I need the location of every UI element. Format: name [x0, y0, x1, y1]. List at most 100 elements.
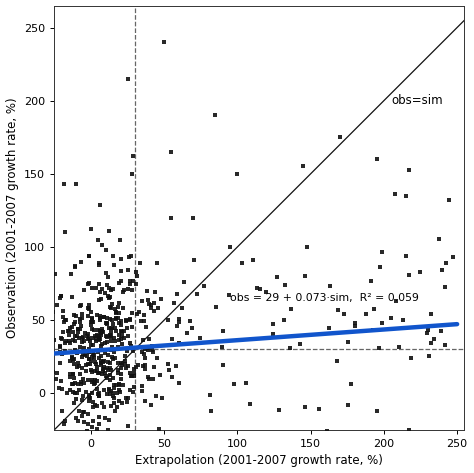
- Point: [71, 355, 78, 363]
- Point: [441, 283, 449, 291]
- Point: [112, 315, 119, 323]
- Point: [145, 347, 152, 354]
- Point: [118, 361, 126, 369]
- Point: [44, 294, 52, 302]
- Point: [70, 360, 77, 368]
- Point: [151, 288, 159, 296]
- Point: [300, 163, 307, 170]
- Point: [387, 315, 394, 322]
- Point: [79, 338, 86, 345]
- Point: [367, 278, 374, 285]
- Point: [128, 309, 136, 316]
- Point: [84, 331, 91, 338]
- Point: [56, 295, 64, 302]
- Point: [115, 299, 123, 307]
- Point: [399, 316, 407, 324]
- Point: [112, 309, 119, 316]
- Point: [100, 363, 108, 370]
- Point: [76, 315, 84, 323]
- Point: [43, 282, 50, 290]
- Point: [127, 316, 134, 324]
- Point: [129, 347, 137, 355]
- Point: [168, 214, 175, 221]
- Point: [79, 392, 87, 399]
- Point: [344, 339, 352, 346]
- Point: [58, 335, 66, 343]
- Point: [371, 305, 378, 313]
- Point: [63, 389, 71, 397]
- Point: [86, 432, 94, 440]
- Point: [55, 384, 63, 392]
- Point: [128, 344, 135, 351]
- Point: [78, 315, 85, 322]
- Point: [88, 423, 96, 431]
- Point: [132, 363, 139, 370]
- Point: [96, 312, 104, 319]
- Point: [130, 369, 137, 377]
- Point: [402, 193, 410, 200]
- Point: [124, 394, 131, 402]
- Point: [128, 170, 136, 177]
- Point: [60, 319, 68, 326]
- Point: [92, 284, 100, 292]
- Point: [144, 296, 152, 303]
- Point: [107, 376, 114, 384]
- Point: [118, 329, 126, 336]
- Point: [123, 398, 131, 405]
- Point: [79, 354, 86, 361]
- Point: [125, 254, 132, 261]
- Point: [117, 376, 125, 383]
- Point: [211, 112, 219, 119]
- Point: [105, 227, 113, 235]
- Point: [93, 367, 101, 375]
- Point: [97, 342, 105, 350]
- Point: [97, 201, 104, 209]
- Point: [71, 318, 79, 326]
- Point: [91, 377, 99, 384]
- Point: [61, 417, 69, 425]
- Point: [106, 303, 114, 311]
- Point: [89, 353, 96, 361]
- Point: [395, 343, 402, 350]
- Point: [88, 378, 96, 386]
- Point: [77, 302, 84, 309]
- Point: [253, 284, 261, 292]
- Point: [71, 347, 79, 354]
- Point: [77, 438, 85, 445]
- Point: [76, 370, 84, 377]
- Point: [392, 298, 400, 305]
- Point: [151, 363, 158, 371]
- Point: [105, 416, 112, 424]
- Point: [108, 353, 115, 361]
- Point: [100, 313, 108, 320]
- Point: [345, 401, 352, 408]
- Point: [143, 323, 150, 331]
- Point: [73, 395, 80, 403]
- Point: [90, 399, 97, 406]
- Point: [84, 360, 92, 368]
- Point: [91, 367, 99, 375]
- Point: [438, 266, 446, 274]
- Point: [115, 359, 122, 367]
- Point: [73, 459, 81, 467]
- Point: [66, 358, 74, 365]
- Point: [106, 441, 114, 448]
- Point: [91, 402, 99, 409]
- Point: [85, 349, 93, 356]
- Point: [69, 370, 77, 378]
- Point: [56, 342, 64, 350]
- Point: [180, 278, 188, 286]
- Point: [323, 427, 331, 435]
- Point: [153, 355, 161, 362]
- Point: [117, 255, 125, 263]
- Point: [87, 367, 95, 374]
- Point: [219, 327, 227, 335]
- Point: [48, 385, 56, 393]
- Point: [85, 279, 93, 287]
- Point: [107, 337, 115, 345]
- Point: [96, 316, 103, 324]
- Point: [145, 376, 153, 383]
- Point: [110, 349, 118, 356]
- Point: [115, 279, 123, 286]
- Point: [62, 337, 70, 345]
